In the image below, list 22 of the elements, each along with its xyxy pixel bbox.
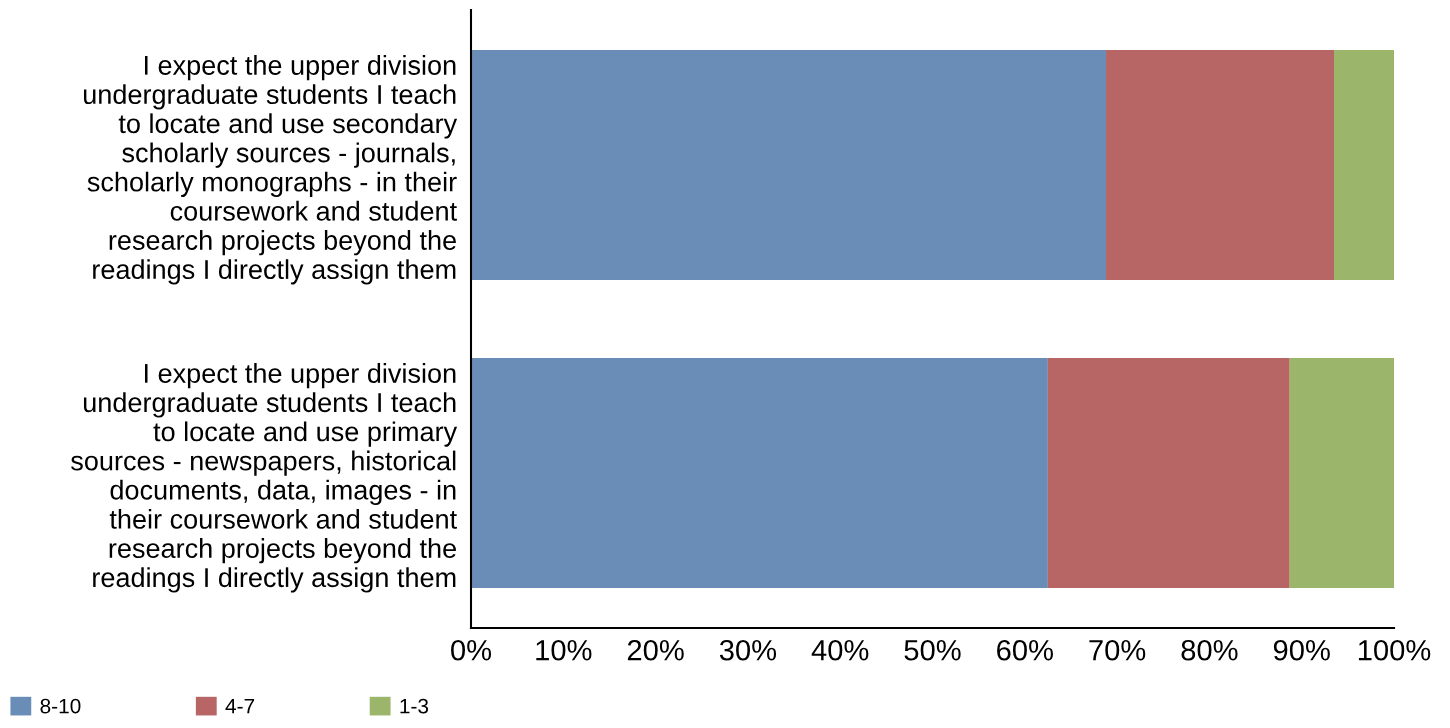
bar [1106, 49, 1335, 281]
bar [471, 357, 1048, 589]
x-tick-label: 100% [1358, 639, 1431, 661]
bar [471, 49, 1107, 281]
x-tick-label: 80% [1181, 639, 1238, 661]
bar [1334, 49, 1394, 281]
bar [1047, 357, 1290, 589]
x-tick-label: 40% [811, 639, 869, 661]
y-tick-label: I expect the upper division undergraduate students I teach to locate and use primary sources - newspapers, historical documents, data, images - in their coursework and student research projects beyond the readings I directly assign them [71, 363, 458, 593]
y-tick-label: I expect the upper division undergraduate students I teach to locate and use secondary scholarly sources - journals, scholarly monographs - in their coursework and student research projects beyond the readings I directly assign them [83, 55, 458, 285]
legend-label: 8-10 [40, 698, 81, 714]
x-tick-label: 10% [536, 639, 592, 661]
x-tick-label: 0% [451, 639, 492, 661]
x-tick-label: 20% [627, 639, 684, 661]
x-tick-label: 70% [1089, 639, 1146, 661]
legend-label: 4-7 [225, 698, 255, 714]
x-tick-label: 50% [904, 639, 961, 661]
x-tick-label: 30% [719, 639, 777, 661]
x-tick-label: 90% [1273, 639, 1330, 661]
legend-label: 1-3 [400, 698, 429, 714]
x-tick-label: 60% [997, 639, 1053, 661]
bar [1289, 357, 1394, 589]
